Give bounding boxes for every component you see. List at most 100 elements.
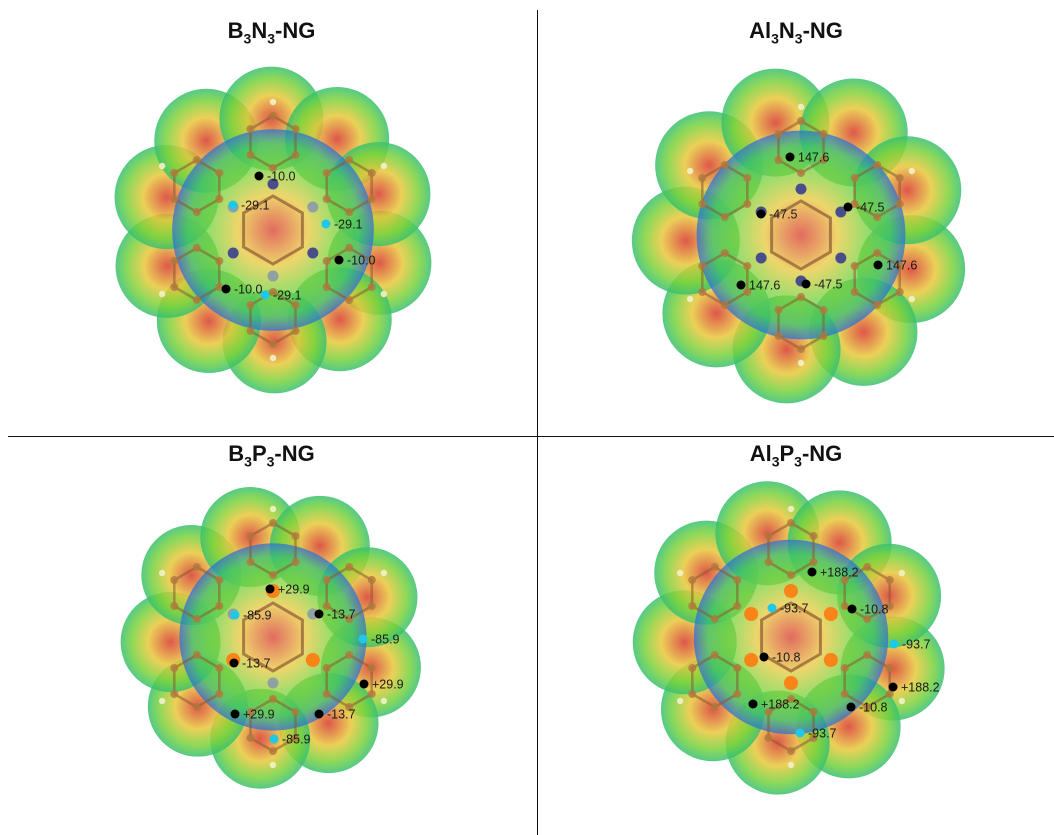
black-point-marker <box>221 284 231 294</box>
central-ring <box>770 199 832 271</box>
hydrogen-atom <box>797 103 805 111</box>
black-point-marker <box>847 604 857 614</box>
carbon-atom <box>787 571 795 579</box>
panel-b3p3: B3P3-NG +29.9 -85.9 -13.7 -85.9 -13.7 +29.9 +2… <box>8 437 535 835</box>
carbon-atom <box>322 169 331 177</box>
hydrogen-atom <box>158 162 166 170</box>
carbon-atom <box>246 327 255 335</box>
carbon-atom <box>345 208 354 216</box>
carbon-atom <box>764 558 773 566</box>
esp-value-label: +188.2 <box>901 681 940 695</box>
black-point-marker <box>785 152 795 162</box>
carbon-atom <box>291 734 300 742</box>
esp-map-al3p3: +188.2 -93.7 -10.8 -93.7 -10.8 +188.2 +188.2 -1… <box>632 481 945 795</box>
carbon-atom <box>863 651 872 659</box>
nitrogen-atom <box>307 247 319 259</box>
esp-value-label: +188.2 <box>761 698 800 712</box>
carbon-atom <box>698 288 707 296</box>
carbon-atom <box>895 262 904 270</box>
carbon-atom <box>246 734 255 742</box>
carbon-atom <box>840 576 849 584</box>
carbon-atom <box>797 345 805 353</box>
carbon-atom <box>733 664 742 672</box>
carbon-atom <box>170 283 179 291</box>
carbon-atom <box>885 576 894 584</box>
carbon-atom <box>819 306 828 314</box>
carbon-atom <box>269 112 277 120</box>
esp-value-label: -13.7 <box>242 657 271 671</box>
panel-title: B3P3-NG <box>228 441 315 470</box>
black-point-marker <box>843 202 853 212</box>
surface-core <box>172 129 374 331</box>
carbon-atom <box>246 558 255 566</box>
carbon-atom <box>246 532 255 540</box>
esp-value-label: -10.0 <box>347 254 376 268</box>
carbon-atom <box>787 519 795 527</box>
esp-value-label: -10.8 <box>859 701 888 715</box>
carbon-atom <box>819 332 828 340</box>
esp-value-label: -47.5 <box>814 278 843 292</box>
carbon-atom <box>170 195 179 203</box>
carbon-atom <box>873 161 882 169</box>
carbon-atom <box>170 690 179 698</box>
hydrogen-atom <box>158 697 166 705</box>
central-ring <box>242 194 304 266</box>
carbon-atom <box>215 169 224 177</box>
carbon-atom <box>269 571 277 579</box>
carbon-atom <box>367 664 376 672</box>
carbon-atom <box>246 125 255 133</box>
black-point-marker <box>314 709 324 719</box>
esp-value-label: -93.7 <box>808 727 837 741</box>
esp-value-label: 147.6 <box>798 151 829 165</box>
carbon-atom <box>246 151 255 159</box>
carbon-atom <box>710 563 719 571</box>
hydrogen-atom <box>898 697 906 705</box>
panel-title: Al3P3-NG <box>749 441 843 470</box>
esp-value-label: -47.5 <box>856 201 885 215</box>
carbon-atom <box>215 283 224 291</box>
carbon-atom <box>367 576 376 584</box>
carbon-atom <box>688 690 697 698</box>
carbon-atom <box>269 519 277 527</box>
panel-al3p3: Al3P3-NG +188.2 -93.7 -10.8 -93.7 -10.8 +188.… <box>538 437 1054 835</box>
carbon-atom <box>345 296 354 304</box>
panel-title: Al3N3-NG <box>749 18 843 47</box>
carbon-atom <box>720 301 729 309</box>
black-point-marker <box>748 699 758 709</box>
carbon-atom <box>192 615 201 623</box>
hydrogen-atom <box>158 569 166 577</box>
nitrogen-atom <box>795 183 807 195</box>
carbon-atom <box>291 532 300 540</box>
carbon-atom <box>192 156 201 164</box>
carbon-atom <box>764 708 773 716</box>
carbon-atom <box>819 156 828 164</box>
phosphorus-atom <box>784 584 798 598</box>
carbon-atom <box>797 117 805 125</box>
esp-value-label: -10.0 <box>234 283 263 297</box>
carbon-atom <box>863 703 872 711</box>
carbon-atom <box>840 690 849 698</box>
carbon-atom <box>809 708 818 716</box>
carbon-atom <box>787 747 795 755</box>
carbon-atom <box>269 695 277 703</box>
esp-value-label: -93.7 <box>780 602 809 616</box>
esp-value-label: -93.7 <box>902 638 931 652</box>
cyan-point-marker <box>260 290 270 300</box>
carbon-atom <box>688 602 697 610</box>
esp-value-label: -47.5 <box>769 208 798 222</box>
black-point-marker <box>265 584 275 594</box>
carbon-atom <box>850 200 859 208</box>
surface-core <box>696 130 906 340</box>
boron-atom <box>267 270 279 282</box>
cyan-point-marker <box>230 610 240 620</box>
cyan-point-marker <box>889 639 899 649</box>
carbon-atom <box>322 576 331 584</box>
carbon-atom <box>720 249 729 257</box>
carbon-atom <box>367 169 376 177</box>
carbon-atom <box>345 563 354 571</box>
carbon-atom <box>215 664 224 672</box>
surface-core <box>693 539 889 735</box>
carbon-atom <box>743 200 752 208</box>
carbon-atom <box>885 602 894 610</box>
